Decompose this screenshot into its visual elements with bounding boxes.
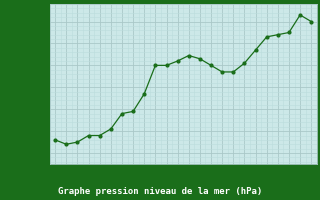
- Text: Graphe pression niveau de la mer (hPa): Graphe pression niveau de la mer (hPa): [58, 188, 262, 196]
